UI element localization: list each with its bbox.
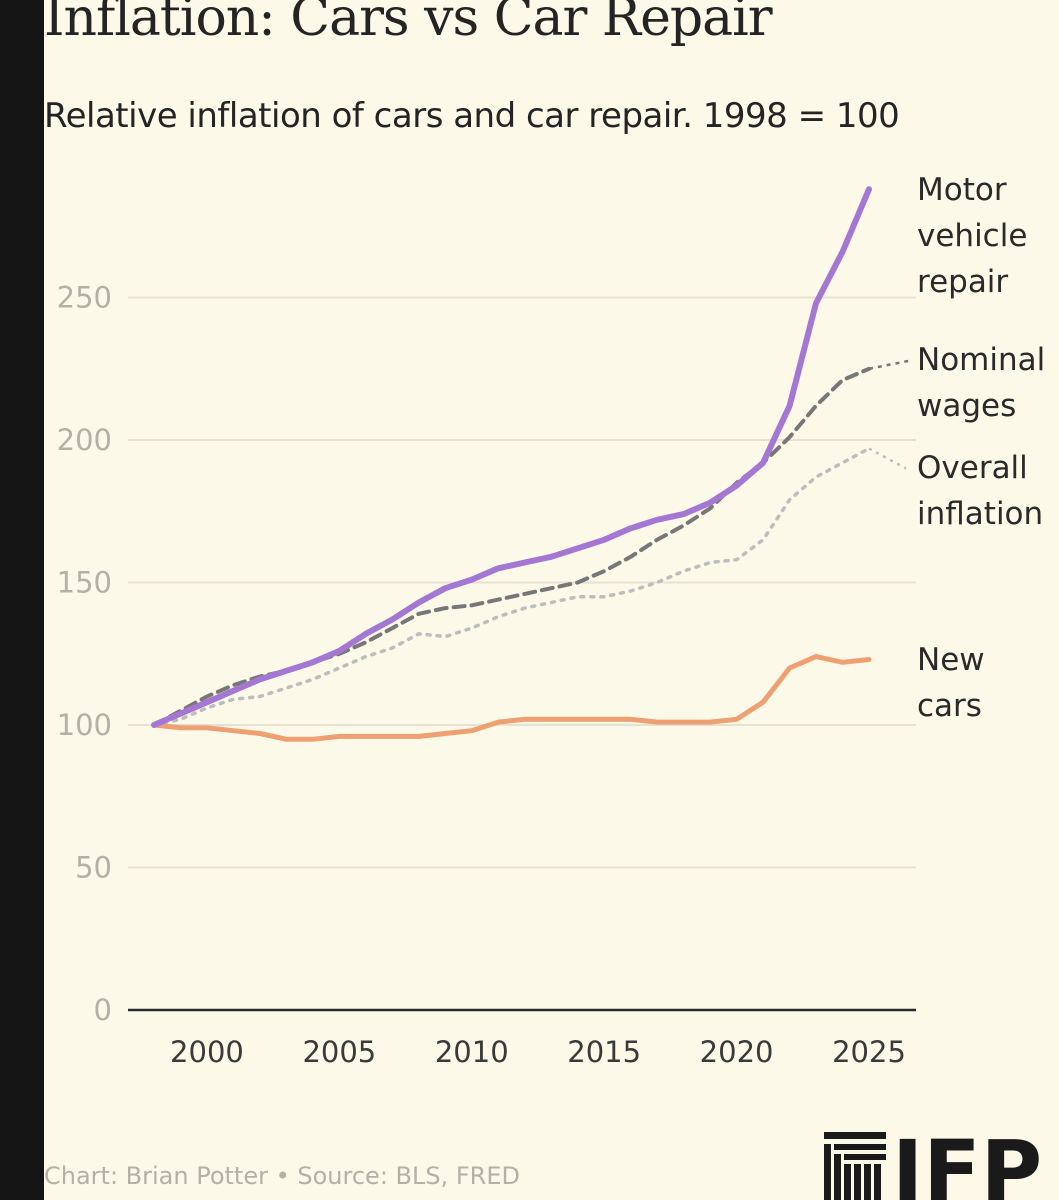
ifp-logo-text: IFP: [892, 1132, 1042, 1200]
series-label-new-cars-line-2: cars: [917, 688, 982, 724]
y-tick-label-250: 250: [57, 281, 112, 315]
x-tick-label-2020: 2020: [700, 1035, 774, 1069]
y-tick-label-50: 50: [75, 851, 112, 885]
x-tick-label-2010: 2010: [435, 1035, 509, 1069]
series-label-wages-line-1: Nominal: [917, 342, 1045, 378]
x-tick-label-2015: 2015: [567, 1035, 641, 1069]
series-label-repair-line-1: Motor: [917, 172, 1007, 208]
chart-source-credit: Chart: Brian Potter • Source: BLS, FRED: [44, 1162, 520, 1190]
chart-subtitle: Relative inflation of cars and car repai…: [44, 96, 900, 136]
y-tick-label-200: 200: [57, 423, 112, 457]
chart-panel: Inflation: Cars vs Car Repair Relative i…: [44, 0, 1059, 1200]
y-tick-label-100: 100: [57, 708, 112, 742]
line-chart: 0 50 100 150 200 250 2000 2005 2010 2015 2020 2025 M…: [57, 172, 1046, 1069]
series-label-wages-line-2: wages: [917, 388, 1016, 424]
series-label-repair-line-3: repair: [917, 264, 1008, 300]
ifp-logo: IFP: [824, 1132, 1042, 1200]
leader-line-inflation: [868, 447, 907, 470]
series-line-new-cars: [151, 654, 872, 742]
series-label-new-cars-line-1: New: [917, 642, 985, 678]
series-line-inflation: [152, 446, 871, 727]
leader-line-wages: [868, 358, 913, 370]
x-tick-label-2005: 2005: [302, 1035, 376, 1069]
series-label-inflation-line-2: inflation: [917, 496, 1043, 532]
x-tick-label-2000: 2000: [170, 1035, 244, 1069]
y-tick-label-150: 150: [57, 566, 112, 600]
series-label-inflation-line-1: Overall: [917, 450, 1028, 486]
series-label-repair-line-2: vehicle: [917, 218, 1027, 254]
chart-title: Inflation: Cars vs Car Repair: [44, 0, 773, 48]
stacked-columns-logo-icon: [824, 1132, 886, 1200]
y-tick-label-0: 0: [94, 993, 112, 1027]
x-tick-label-2025: 2025: [832, 1035, 906, 1069]
series-line-repair: [151, 186, 872, 728]
series-line-wages: [152, 366, 871, 727]
